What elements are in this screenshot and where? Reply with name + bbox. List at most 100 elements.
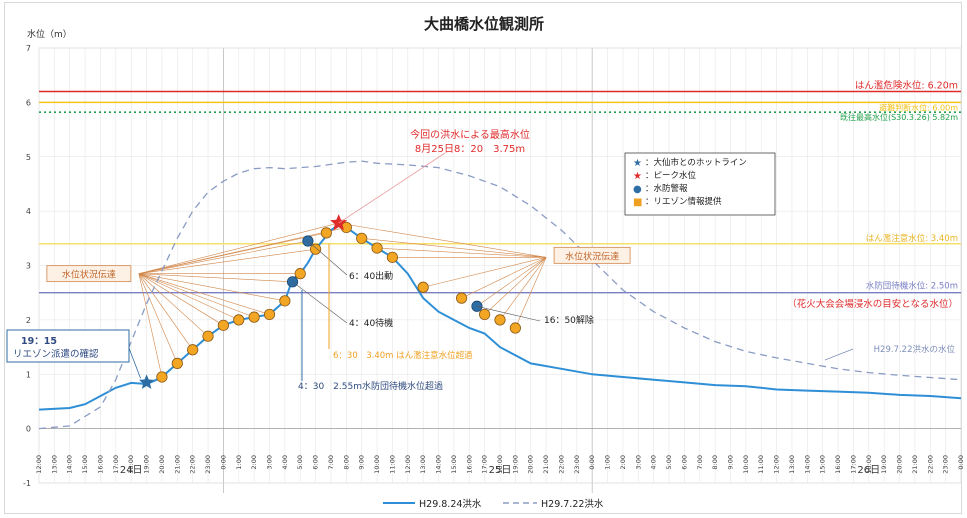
y-tick-label: 0 <box>26 425 31 434</box>
y-tick-label: 3 <box>26 262 31 271</box>
reference-lines-layer <box>39 90 961 294</box>
legend-box-symbol: ★ <box>633 158 642 169</box>
callout-line <box>138 273 163 378</box>
y-tick-label: -1 <box>23 479 31 488</box>
reference-line-label: はん濫危険水位: 6.20m <box>855 80 958 92</box>
x-tick-label: 19:00 <box>143 455 151 474</box>
x-tick-label: 14:00 <box>66 455 74 474</box>
liaison-info-marker <box>294 268 306 280</box>
x-tick-label: 12:00 <box>404 455 412 474</box>
x-tick-label: 15:00 <box>81 455 89 474</box>
liaison-info-marker <box>455 292 468 304</box>
x-tick-label: 0:00 <box>957 455 963 470</box>
legend-label: H29.7.22洪水 <box>541 498 604 510</box>
legend-box-symbol: ★ <box>633 171 642 182</box>
x-tick-label: 21:00 <box>542 455 550 474</box>
x-tick-label: 21:00 <box>173 455 181 474</box>
callout-line <box>138 273 293 283</box>
liaison-info-marker <box>279 295 291 307</box>
callout-line <box>499 257 547 321</box>
x-tick-label: 0:00 <box>219 455 227 470</box>
liaison-info-marker <box>171 357 183 369</box>
x-tick-label: 11:00 <box>388 455 396 474</box>
x-tick-label: 21:00 <box>911 455 919 474</box>
callout-line <box>138 273 285 302</box>
x-tick-label: 2:00 <box>619 455 627 470</box>
liaison-info-marker <box>386 251 399 263</box>
x-tick-label: 16:00 <box>834 455 842 474</box>
liaison-info-marker <box>479 308 491 321</box>
x-tick-label: 20:00 <box>896 455 904 474</box>
x-tick-label: 10:00 <box>742 455 750 474</box>
peak-annotation-line1: 今回の洪水による最高水位 <box>410 128 530 141</box>
callout-line <box>138 273 255 318</box>
legend-box-symbol: ● <box>633 184 642 195</box>
x-tick-label: 19:00 <box>511 455 519 474</box>
liaison-info-marker <box>417 281 429 293</box>
x-tick-label: 23:00 <box>942 455 950 474</box>
liaison-info-marker <box>202 330 214 342</box>
day-label: 25日 <box>489 465 512 476</box>
reference-line-label: はん濫注意水位: 3.40m <box>866 233 958 244</box>
y-tick-label: 5 <box>26 153 31 162</box>
x-tick-label: 11:00 <box>757 455 765 474</box>
y-axis-label: 水位（m） <box>27 28 72 40</box>
water-level-chart: 大曲橋水位観測所 水位（m） はん濫危険水位: 6.20m 避難判断水位: 6.0… <box>6 15 963 510</box>
reference-line-label: 避難判断水位: 6.00m <box>879 102 958 112</box>
y-tick-label: 2 <box>26 316 31 325</box>
x-tick-label: 12:00 <box>773 455 781 474</box>
x-tick-label: 14:00 <box>435 455 443 474</box>
x-tick-label: 8:00 <box>711 455 719 470</box>
y-tick-label: 7 <box>26 44 31 53</box>
x-tick-label: 1:00 <box>235 455 243 470</box>
liaison-info-marker <box>309 243 322 255</box>
x-tick-label: 8:00 <box>342 455 350 470</box>
x-tick-label: 7:00 <box>696 455 704 470</box>
hotline-star-marker <box>139 374 155 389</box>
liaison-info-marker <box>509 322 521 334</box>
y-tick-label: 6 <box>26 98 31 107</box>
x-tick-label: 16:00 <box>465 455 473 474</box>
callout-line <box>484 257 547 315</box>
x-tick-label: 17:00 <box>849 455 857 474</box>
x-tick-label: 17:00 <box>112 455 120 474</box>
liaison-box <box>6 329 130 363</box>
y-tick-label: 1 <box>26 370 31 379</box>
x-tick-label: 13:00 <box>50 455 58 474</box>
x-tick-label: 15:00 <box>819 455 827 474</box>
x-tick-label: 18:00 <box>865 455 873 474</box>
liaison-info-marker <box>356 232 368 244</box>
day-label: 24日 <box>120 465 143 476</box>
x-tick-label: 17:00 <box>481 455 489 474</box>
release-label: 16：50解除 <box>544 314 594 326</box>
x-tick-label: 5:00 <box>296 455 304 470</box>
x-tick-label: 23:00 <box>204 455 212 474</box>
callout-line <box>338 222 547 258</box>
standby-leader <box>292 281 348 324</box>
legend-label: H29.8.24洪水 <box>419 498 482 510</box>
legend-layer: ★ ：大仙市とのホットライン★ ：ピーク水位● ：水防警報■ ：リエゾン情報提供 H29.… <box>383 152 776 510</box>
legend-box-symbol: ■ <box>633 197 642 208</box>
status-label-left: 水位状況伝達 <box>62 269 116 281</box>
callout-line <box>377 247 547 258</box>
fireworks-note: （花火大会会場浸水の目安となる水位） <box>787 298 958 310</box>
callout-line <box>476 257 547 307</box>
x-tick-label: 12:00 <box>35 455 43 474</box>
x-tick-label: 16:00 <box>96 455 104 474</box>
liaison-info-marker <box>248 311 260 323</box>
x-tick-label: 3:00 <box>266 455 274 470</box>
callout-lines-layer <box>138 222 547 378</box>
series-line <box>38 160 962 430</box>
release-leader <box>476 305 541 322</box>
peak-leader <box>338 152 446 224</box>
liaison-info-marker <box>371 242 383 254</box>
callout-line <box>138 273 239 321</box>
x-tick-label: 22:00 <box>926 455 934 474</box>
liaison-text: リエゾン派遣の確認 <box>13 348 99 360</box>
standby-exceed-label: 4：30 2.55m水防団待機水位超過 <box>298 380 443 392</box>
callout-line <box>138 273 193 350</box>
liaison-info-marker <box>156 371 168 383</box>
callout-line <box>138 273 209 337</box>
caution-exceed-label: 6：30 3.40m はん濫注意水位超過 <box>333 350 473 361</box>
x-tick-label: 9:00 <box>358 455 366 470</box>
